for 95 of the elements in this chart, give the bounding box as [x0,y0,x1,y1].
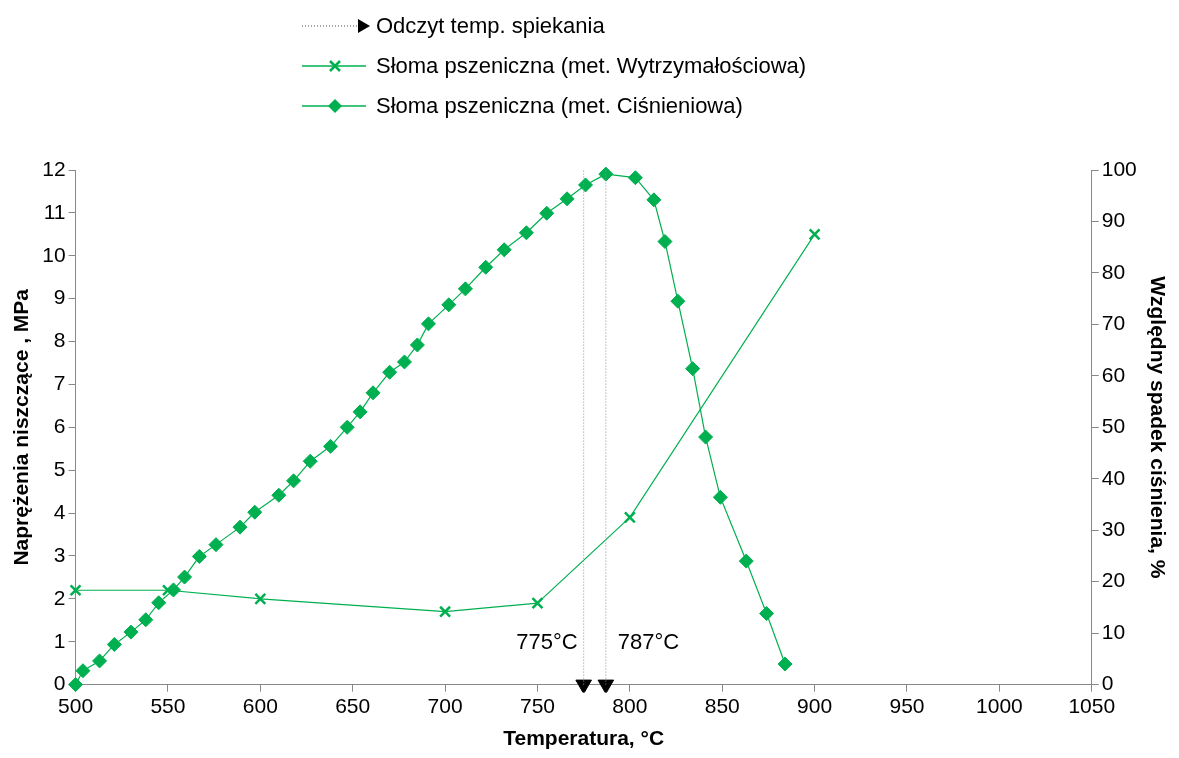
y-tick-label: 3 [53,542,66,566]
x-tick-label: 650 [335,694,371,717]
point [438,605,452,618]
point [382,364,398,380]
point [777,656,793,672]
point [627,170,643,186]
point [738,553,754,569]
y2-tick-label: 50 [1101,414,1126,438]
point [496,242,512,258]
x-tick-label: 850 [704,694,740,717]
point [302,453,318,469]
point [247,504,263,520]
x-tick-label: 600 [242,694,278,717]
x-tick-label: 550 [150,694,186,717]
point [208,537,224,553]
x-tick-label: 500 [58,694,94,717]
y-tick-label: 4 [53,499,66,523]
y2-tick-label: 70 [1101,311,1126,335]
point [177,569,193,585]
y-tick-label: 7 [53,371,66,395]
point [539,205,555,221]
point [161,584,175,597]
point [578,177,594,193]
point [92,653,108,669]
point [559,191,575,207]
point [106,636,122,652]
point [575,679,592,693]
point [597,679,615,693]
y-tick-label: 9 [53,285,66,309]
point [323,438,339,454]
point [232,519,248,535]
point [808,228,821,241]
x-tick-label: 900 [797,694,833,717]
point [685,361,701,377]
point [598,166,614,182]
x-tick-label: 1000 [976,694,1023,717]
y-tick-label: 1 [53,628,66,652]
ref-line-label: 787°C [617,628,680,654]
point [698,429,714,445]
point [712,489,728,505]
y2-tick-label: 40 [1101,465,1126,489]
point [759,606,775,622]
y2-axis-title: Względny spadek ciśnienia, % [1146,276,1170,579]
y2-tick-label: 100 [1101,156,1137,180]
y2-tick-label: 60 [1101,362,1126,386]
y-axis-title: Naprężenia niszczące , MPa [9,288,33,566]
point [151,595,167,611]
y2-tick-label: 10 [1101,619,1126,643]
x-tick-label: 950 [889,694,925,717]
x-axis-title: Temperatura, °C [503,726,665,750]
legend-label: Słoma pszeniczna (met. Wytrzymałościowa) [376,53,807,79]
y2-tick-label: 20 [1101,568,1126,592]
point [409,337,425,353]
point [339,419,355,435]
legend-label: Słoma pszeniczna (met. Ciśnieniowa) [376,93,743,119]
y-tick-label: 5 [53,456,66,480]
point [623,511,637,524]
x-tick-label: 800 [612,694,648,717]
point [396,354,412,370]
point [657,234,673,250]
y2-tick-label: 80 [1101,259,1126,283]
point [75,663,91,679]
point [531,596,544,610]
point [191,548,207,564]
point [441,297,457,313]
y2-tick-label: 0 [1101,671,1114,695]
y-tick-label: 10 [42,242,66,266]
point [138,612,154,628]
y-tick-label: 11 [43,199,66,223]
y-tick-label: 0 [53,671,66,695]
x-tick-label: 1050 [1068,694,1116,717]
point [68,677,84,693]
y-tick-label: 2 [53,585,66,609]
legend-label: Odczyt temp. spiekania [376,13,605,39]
x-tick-label: 750 [519,694,555,717]
point [352,404,368,420]
y2-tick-label: 90 [1101,208,1126,232]
y2-tick-label: 30 [1101,517,1126,541]
point [646,192,662,208]
y-tick-label: 6 [53,414,66,438]
point [420,316,436,332]
point [365,385,381,401]
point [670,293,686,309]
point [254,592,267,606]
point [518,225,534,241]
point [69,584,82,597]
point [457,281,473,297]
point [286,473,302,489]
y-tick-label: 12 [42,156,66,180]
y-tick-label: 8 [53,328,66,352]
x-tick-label: 700 [427,694,463,717]
point [478,259,494,275]
ref-line-label: 775°C [516,628,578,654]
point [123,624,139,640]
point [271,487,287,503]
